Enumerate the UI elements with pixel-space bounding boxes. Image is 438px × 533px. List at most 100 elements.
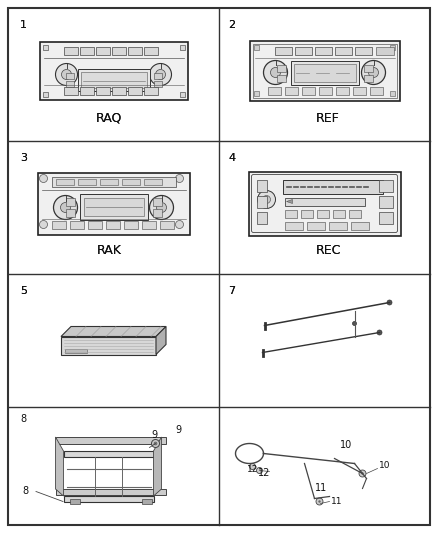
Polygon shape <box>156 327 166 354</box>
Bar <box>328 222 346 230</box>
Bar <box>42 44 47 50</box>
Bar <box>290 61 358 85</box>
Bar <box>378 212 392 223</box>
Polygon shape <box>61 327 166 336</box>
Circle shape <box>154 442 157 445</box>
Text: RAK: RAK <box>96 245 121 257</box>
Bar <box>293 63 356 82</box>
Circle shape <box>250 464 255 470</box>
Circle shape <box>258 190 276 208</box>
Circle shape <box>361 472 364 475</box>
Bar <box>78 179 95 184</box>
Circle shape <box>361 61 385 85</box>
Circle shape <box>257 467 262 473</box>
Bar <box>52 176 176 187</box>
Text: 5: 5 <box>20 286 27 296</box>
Bar <box>95 86 110 94</box>
Text: RAQ: RAQ <box>96 111 122 125</box>
Bar <box>354 46 371 54</box>
Bar <box>254 44 258 50</box>
Bar <box>389 44 395 50</box>
Text: 3: 3 <box>20 153 27 163</box>
Text: 10: 10 <box>340 440 352 450</box>
Bar <box>307 222 325 230</box>
Bar <box>248 172 400 236</box>
Text: 2: 2 <box>228 20 235 30</box>
Bar <box>318 86 332 94</box>
Bar <box>70 499 80 504</box>
Circle shape <box>387 300 392 305</box>
Bar <box>336 86 349 94</box>
Bar <box>317 209 328 217</box>
Bar <box>64 86 78 94</box>
Polygon shape <box>153 437 162 496</box>
Circle shape <box>271 68 280 77</box>
Bar <box>375 46 393 54</box>
Bar <box>285 86 297 94</box>
Text: 7: 7 <box>228 286 235 296</box>
Circle shape <box>176 221 184 229</box>
Bar <box>152 198 162 206</box>
Bar <box>349 209 360 217</box>
Circle shape <box>56 63 78 85</box>
Text: 10: 10 <box>378 461 390 470</box>
Text: 11: 11 <box>315 483 327 493</box>
Text: 3: 3 <box>20 153 27 163</box>
Bar <box>99 179 117 184</box>
Circle shape <box>156 203 166 213</box>
Circle shape <box>149 63 172 85</box>
Circle shape <box>149 196 173 220</box>
Bar <box>64 46 78 54</box>
Bar <box>52 221 66 229</box>
Bar <box>141 499 152 504</box>
Bar <box>56 437 166 444</box>
Bar <box>332 209 345 217</box>
Text: RAK: RAK <box>96 245 121 257</box>
Bar <box>106 221 120 229</box>
Bar <box>300 209 312 217</box>
Text: REC: REC <box>315 245 341 257</box>
Circle shape <box>368 68 378 77</box>
Circle shape <box>377 330 382 335</box>
Bar <box>80 86 93 94</box>
Text: 1: 1 <box>20 20 27 30</box>
Bar <box>127 46 141 54</box>
Bar <box>61 336 156 354</box>
Text: 4: 4 <box>228 153 235 163</box>
Bar <box>301 86 314 94</box>
Bar <box>78 69 149 91</box>
Bar <box>56 179 74 184</box>
Circle shape <box>264 61 287 85</box>
Bar <box>39 42 187 100</box>
Text: 12: 12 <box>247 465 258 474</box>
Text: 9: 9 <box>175 425 181 435</box>
Bar <box>56 489 166 495</box>
Text: 2: 2 <box>228 20 235 30</box>
Bar <box>275 46 292 54</box>
Circle shape <box>61 69 71 79</box>
Polygon shape <box>56 437 64 496</box>
Bar <box>121 179 139 184</box>
Bar <box>285 198 364 206</box>
Bar <box>42 92 47 96</box>
Bar <box>252 44 396 98</box>
Bar <box>180 92 184 96</box>
Bar <box>152 208 162 216</box>
Bar <box>124 221 138 229</box>
Bar <box>66 72 74 78</box>
Circle shape <box>316 498 323 505</box>
Bar <box>180 44 184 50</box>
Text: 8: 8 <box>22 487 28 497</box>
Bar <box>81 71 146 87</box>
Bar <box>141 221 155 229</box>
Text: 12: 12 <box>258 468 270 478</box>
Text: 7: 7 <box>228 286 235 296</box>
Text: REF: REF <box>316 111 340 125</box>
Bar <box>159 221 173 229</box>
Circle shape <box>39 174 47 182</box>
Bar <box>66 80 74 86</box>
Bar <box>70 221 84 229</box>
Text: REC: REC <box>315 245 341 257</box>
Bar <box>268 86 280 94</box>
Bar <box>353 86 365 94</box>
